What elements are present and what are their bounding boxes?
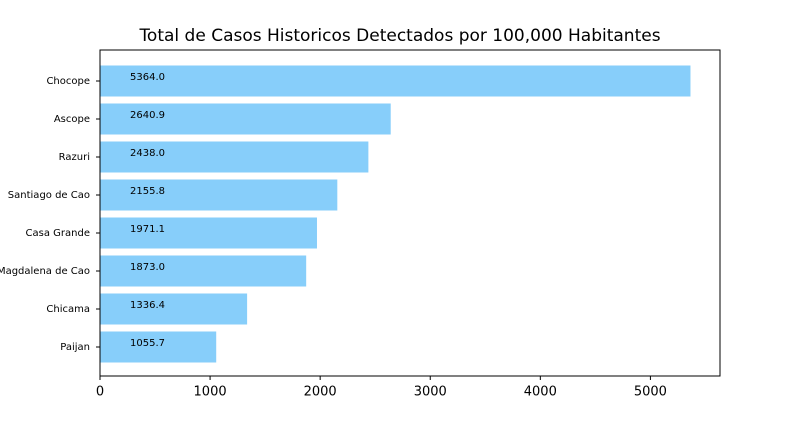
bar xyxy=(100,331,217,363)
y-tick-label: Magdalena de Cao xyxy=(0,266,90,277)
x-tick-label: 1000 xyxy=(194,385,227,400)
x-tick-label: 4000 xyxy=(524,385,557,400)
value-label: 1055.7 xyxy=(130,338,165,349)
value-label: 2438.0 xyxy=(130,148,165,159)
y-tick-label: Santiago de Cao xyxy=(8,190,90,201)
bar xyxy=(100,141,369,173)
plot-frame xyxy=(99,49,721,377)
x-tick-label: 2000 xyxy=(304,385,337,400)
value-label: 1336.4 xyxy=(130,300,165,311)
y-tick-label: Razuri xyxy=(59,152,90,163)
bar xyxy=(100,293,248,325)
bar xyxy=(100,255,307,287)
y-tick-label: Chocope xyxy=(46,76,90,87)
chart-title: Total de Casos Historicos Detectados por… xyxy=(138,26,660,46)
value-label: 1971.1 xyxy=(130,224,165,235)
x-tick-label: 5000 xyxy=(634,385,667,400)
bar xyxy=(100,217,317,249)
x-tick-label: 3000 xyxy=(414,385,447,400)
y-tick-label: Casa Grande xyxy=(26,228,90,239)
x-tick-label: 0 xyxy=(96,385,104,400)
value-label: 2640.9 xyxy=(130,110,165,121)
bar xyxy=(100,103,391,135)
value-label: 5364.0 xyxy=(130,72,165,83)
y-tick-label: Ascope xyxy=(54,114,90,125)
value-label: 1873.0 xyxy=(130,262,165,273)
y-tick-label: Chicama xyxy=(46,304,90,315)
y-tick-label: Paijan xyxy=(60,342,90,353)
value-label: 2155.8 xyxy=(130,186,165,197)
bar xyxy=(100,179,338,211)
bar xyxy=(100,65,691,97)
